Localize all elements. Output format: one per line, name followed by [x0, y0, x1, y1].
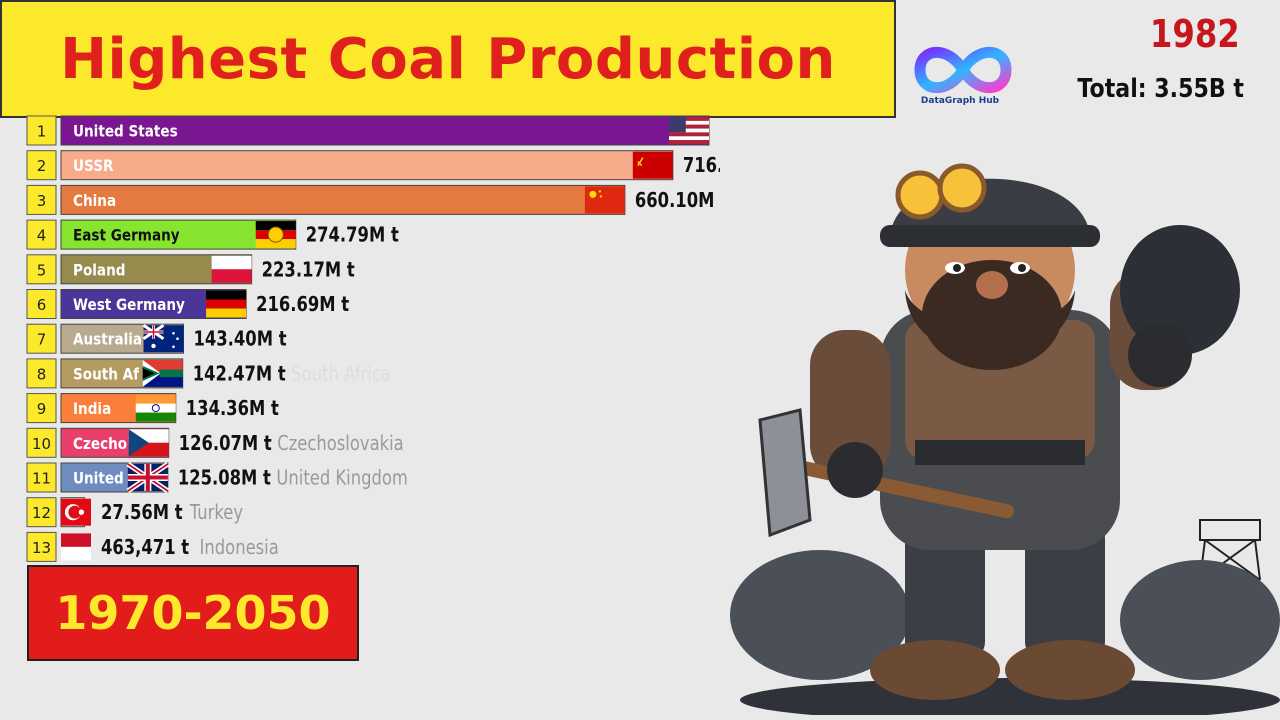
bar-label: West Germany [73, 296, 185, 314]
rank-box [26, 289, 57, 319]
bar-label: China [73, 192, 116, 210]
value-label: 223.17M t [262, 259, 355, 282]
rank-label: 7 [37, 331, 47, 349]
value-label: 134.36M t [186, 398, 279, 421]
rank-box [26, 462, 57, 493]
rank-box [26, 323, 57, 354]
range-label: 1970-2050 [55, 586, 331, 640]
south-africa-flag-icon [142, 359, 183, 387]
rank-box [26, 254, 57, 285]
rank-box [26, 531, 57, 562]
range-banner: 1970-2050 [27, 565, 359, 661]
total-label: Total: 3.55B t [1077, 74, 1244, 104]
rank-label: 13 [32, 539, 51, 557]
east-germany-flag-icon [255, 221, 296, 249]
rank-label: 6 [37, 296, 47, 314]
bar-label: USSR [73, 157, 114, 175]
title-banner: Highest Coal Production [0, 0, 896, 118]
value-label: 463,471 t [101, 536, 189, 559]
rank-label: 1 [37, 123, 47, 141]
logo-text: DataGraph Hub [920, 96, 1000, 106]
value-label: 216.69M t [256, 294, 349, 317]
value-label: 27.56M t [101, 502, 183, 525]
bar-label: United [73, 469, 124, 487]
page-title: Highest Coal Production [60, 26, 836, 92]
rank-box [26, 358, 57, 389]
czechoslovakia-flag-icon [128, 429, 169, 457]
value-label: 716.22M t [683, 155, 720, 178]
country-label: South Africa [291, 363, 391, 386]
rank-label: 9 [37, 400, 47, 418]
bar-label: Czecho [73, 435, 127, 453]
country-label: Turkey [189, 502, 243, 525]
value-label: 126.07M t [179, 432, 272, 455]
rank-label: 12 [32, 504, 51, 522]
rank-label: 4 [37, 227, 47, 245]
country-label: United Kingdom [276, 467, 407, 490]
australia-flag-icon [142, 323, 184, 353]
rank-box [26, 393, 57, 424]
indonesia-flag-icon [61, 533, 91, 561]
country-label: Czechoslovakia [277, 432, 403, 455]
rank-box [26, 219, 57, 250]
poland-flag-icon [211, 255, 252, 283]
bar-chart: 1 United States 758.56M t 2 USSR 716.22M t 3 Ch… [26, 115, 720, 562]
china-flag-icon [584, 186, 625, 214]
turkey-flag-icon [61, 498, 91, 526]
us-flag-icon [669, 117, 709, 144]
rank-box [26, 427, 57, 458]
bar-label: United States [73, 122, 178, 140]
country-label: Indonesia [200, 536, 279, 559]
bar-label: India [73, 400, 111, 418]
india-flag-icon [135, 394, 176, 422]
value-label: 142.47M t [193, 363, 286, 386]
uk-flag-icon [126, 461, 170, 494]
coal-pile-icon [730, 550, 1280, 715]
value-label: 125.08M t [178, 467, 271, 490]
value-label: 274.79M t [306, 224, 399, 247]
bar-label: Australia [73, 331, 142, 349]
rank-label: 10 [32, 435, 51, 453]
bar [60, 184, 626, 215]
bar-label: South Af [73, 365, 140, 383]
rank-label: 5 [37, 261, 47, 279]
rank-box [26, 497, 57, 528]
year-label: 1982 [1150, 12, 1240, 56]
value-label: 660.10M t [635, 189, 720, 212]
rank-box [26, 150, 57, 181]
coal-miner-illustration [730, 163, 1280, 715]
value-label: 143.40M t [193, 328, 286, 351]
rank-box [26, 115, 57, 146]
infinity-logo-icon [914, 46, 1012, 94]
rank-label: 8 [37, 365, 47, 383]
bar [60, 150, 674, 181]
value-label: 758.56M t [719, 120, 720, 143]
rank-label: 11 [32, 470, 51, 488]
bar-label: East Germany [73, 227, 180, 245]
rank-box [26, 184, 57, 215]
west-germany-flag-icon [206, 290, 247, 318]
bar [60, 115, 710, 146]
rank-label: 2 [37, 157, 47, 175]
rank-label: 3 [37, 192, 47, 210]
bar-label: Poland [73, 261, 126, 279]
ussr-flag-icon [632, 151, 673, 179]
